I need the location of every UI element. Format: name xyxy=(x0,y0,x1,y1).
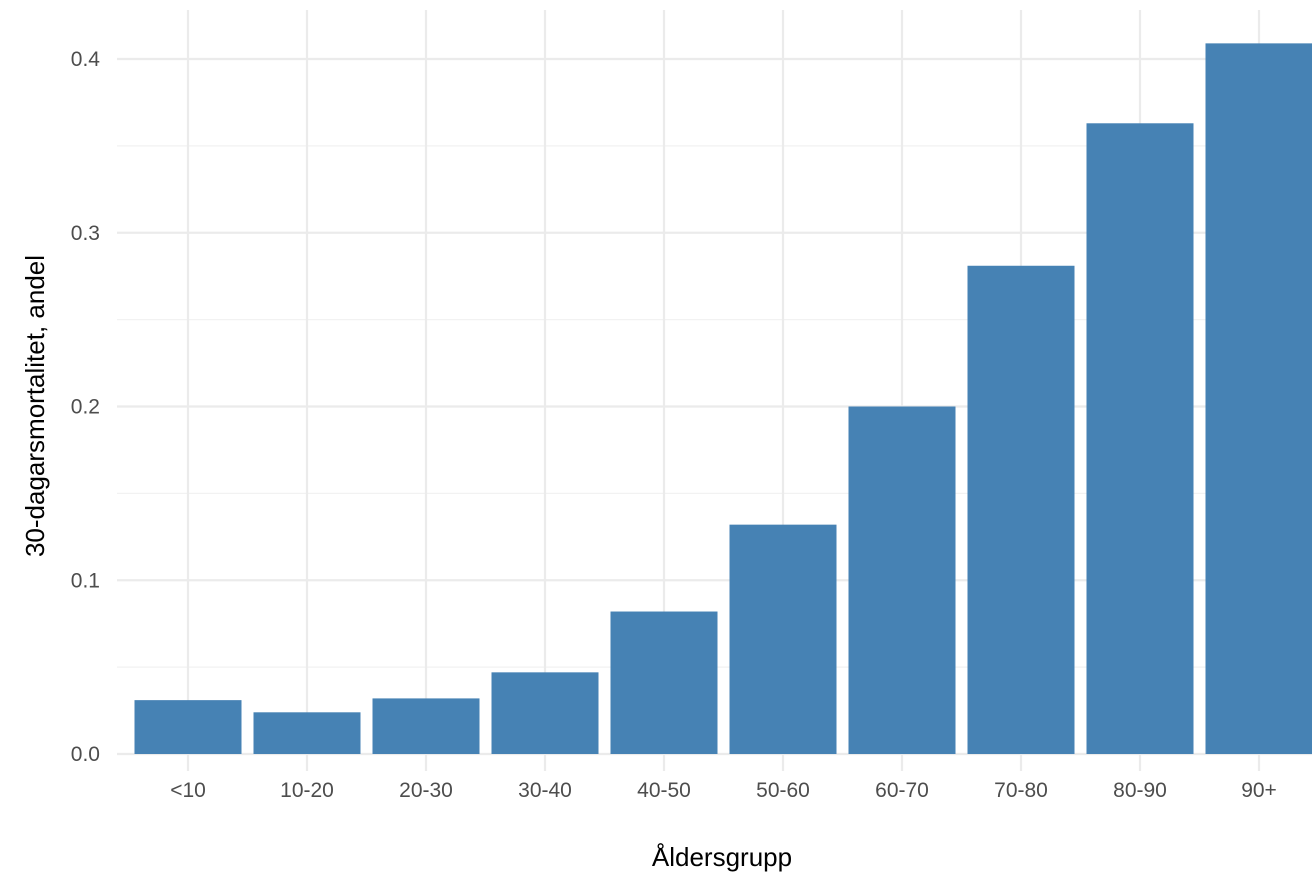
y-tick-labels: 0.0 0.1 0.2 0.3 0.4 xyxy=(71,48,101,766)
bar-70-80 xyxy=(967,265,1075,754)
x-tick-label: 30-40 xyxy=(518,779,572,802)
x-tick-labels: <10 10-20 20-30 30-40 40-50 50-60 60-70 70-80 80… xyxy=(170,779,1277,802)
x-tick-label: 80-90 xyxy=(1113,779,1167,802)
y-tick-label: 0.3 xyxy=(71,222,100,245)
y-axis-title: 30-dagarsmortalitet, andel xyxy=(20,255,50,557)
bar-<10 xyxy=(134,700,242,754)
y-tick-label: 0.0 xyxy=(71,743,100,766)
y-tick-label: 0.4 xyxy=(71,48,101,71)
bar-80-90 xyxy=(1086,123,1194,755)
bar-10-20 xyxy=(253,712,361,754)
x-tick-label: <10 xyxy=(170,779,206,802)
bar-90+ xyxy=(1205,43,1312,755)
y-tick-label: 0.1 xyxy=(71,569,100,592)
bar-20-30 xyxy=(372,698,480,754)
x-tick-label: 20-30 xyxy=(399,779,453,802)
bar-50-60 xyxy=(729,524,837,754)
x-tick-label: 70-80 xyxy=(994,779,1048,802)
bar-30-40 xyxy=(491,672,599,754)
y-tick-label: 0.2 xyxy=(71,396,100,419)
x-tick-label: 50-60 xyxy=(756,779,810,802)
bar-60-70 xyxy=(848,406,956,754)
bars xyxy=(134,43,1312,755)
bar-40-50 xyxy=(610,611,718,754)
x-axis-title: Åldersgrupp xyxy=(652,842,792,872)
x-tick-label: 90+ xyxy=(1241,779,1277,802)
x-tick-label: 40-50 xyxy=(637,779,691,802)
x-tick-label: 10-20 xyxy=(280,779,334,802)
x-tick-label: 60-70 xyxy=(875,779,929,802)
